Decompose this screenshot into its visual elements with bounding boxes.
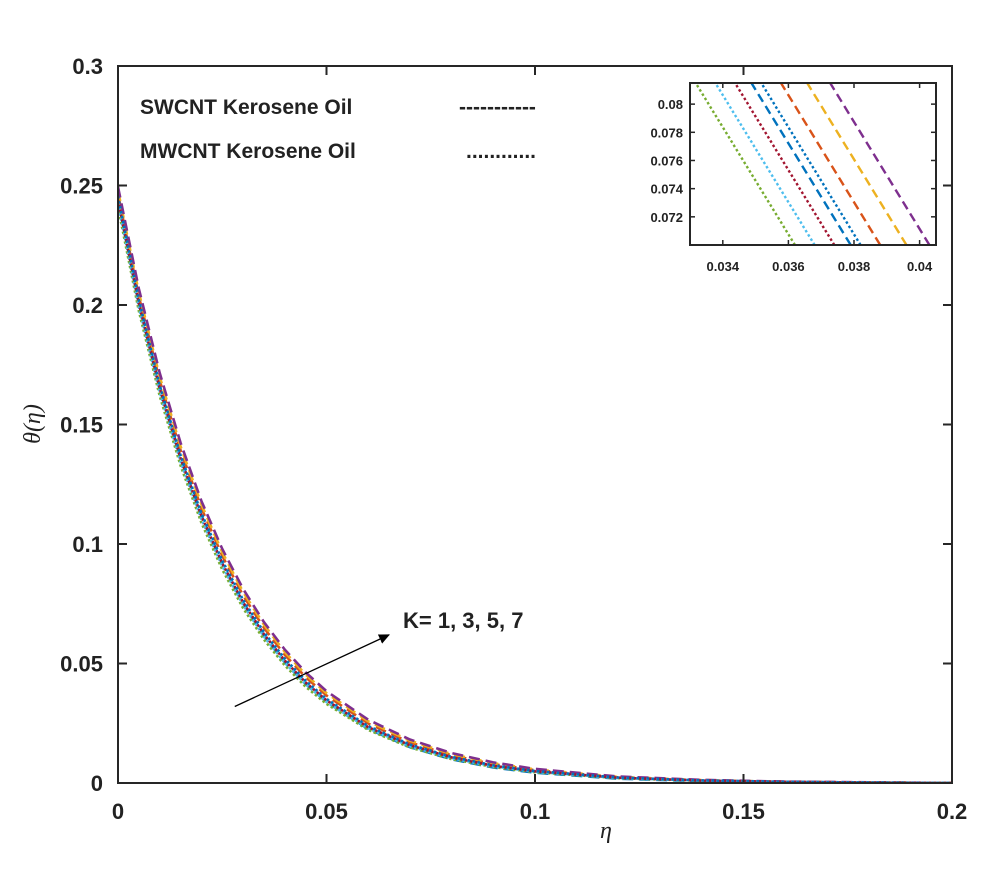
legend: SWCNT Kerosene Oil ----------- MWCNT Ker… <box>140 96 536 163</box>
inset-series-group <box>694 83 931 245</box>
inset-x-tick-label: 0.036 <box>772 259 805 274</box>
y-tick-label: 0.1 <box>72 532 103 557</box>
x-axis-label: η <box>600 818 612 844</box>
y-tick-label: 0.15 <box>60 413 103 438</box>
y-tick-label: 0.25 <box>60 174 103 199</box>
y-tick-label: 0.2 <box>72 293 103 318</box>
series-group <box>118 186 952 783</box>
inset-line-6 <box>779 83 882 245</box>
legend-entry-mwcnt-label: MWCNT Kerosene Oil <box>140 140 356 163</box>
inset-y-tick-label: 0.076 <box>650 153 683 168</box>
legend-entry-swcnt-label: SWCNT Kerosene Oil <box>140 96 352 119</box>
y-tick-label: 0.3 <box>72 54 103 79</box>
inset-plot-area <box>690 83 936 245</box>
y-axis-label: θ(η) <box>20 404 46 444</box>
y-axis: 0 0.05 0.1 0.15 0.2 0.25 0.3 <box>60 54 952 796</box>
inset-y-tick-label: 0.078 <box>650 125 683 140</box>
series-line-2 <box>118 193 952 783</box>
x-axis: 0 0.05 0.1 0.15 0.2 <box>112 66 967 824</box>
x-tick-label: 0 <box>112 799 124 824</box>
x-tick-label: 0.15 <box>722 799 765 824</box>
inset-line-5 <box>760 83 862 245</box>
inset-y-tick-label: 0.072 <box>650 210 683 225</box>
inset-y-axis: 0.072 0.074 0.076 0.078 0.08 <box>650 97 936 225</box>
inset-line-2 <box>714 83 816 245</box>
inset-x-tick-label: 0.038 <box>838 259 871 274</box>
x-tick-label: 0.1 <box>520 799 551 824</box>
x-tick-label: 0.2 <box>937 799 968 824</box>
inset-x-axis: 0.034 0.036 0.038 0.04 <box>707 83 933 274</box>
legend-entry-mwcnt-marker: ............ <box>466 140 536 163</box>
x-tick-label: 0.05 <box>305 799 348 824</box>
annotation-text: K= 1, 3, 5, 7 <box>403 608 523 633</box>
legend-entry-swcnt-marker: ----------- <box>459 96 536 119</box>
inset-x-tick-label: 0.04 <box>907 259 933 274</box>
inset-x-tick-label: 0.034 <box>707 259 740 274</box>
inset-frame <box>689 82 937 246</box>
inset-line-7 <box>806 83 908 245</box>
inset-line-1 <box>694 83 796 245</box>
series-line-6 <box>118 203 952 783</box>
inset-y-tick-label: 0.074 <box>650 182 683 197</box>
y-tick-label: 0 <box>91 771 103 796</box>
inset-line-8 <box>829 83 931 245</box>
inset-y-tick-label: 0.08 <box>658 97 683 112</box>
y-tick-label: 0.05 <box>60 652 103 677</box>
inset-line-3 <box>734 83 836 245</box>
annotation-arrow <box>234 634 390 708</box>
series-line-8 <box>118 196 952 783</box>
inset-line-4 <box>750 83 852 245</box>
